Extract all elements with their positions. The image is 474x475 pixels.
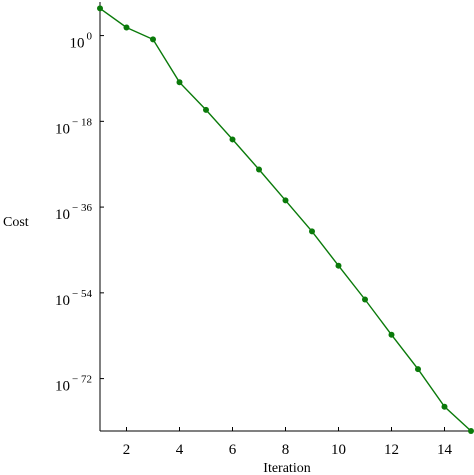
- data-point: [229, 136, 236, 143]
- data-point: [97, 5, 103, 12]
- x-tick-label: 8: [282, 442, 290, 458]
- data-point: [123, 24, 130, 31]
- data-point: [282, 197, 289, 204]
- data-point: [309, 228, 315, 235]
- x-tick-label: 14: [437, 442, 453, 458]
- x-tick-label: 12: [384, 442, 399, 458]
- data-point: [203, 106, 209, 113]
- x-tick-label: 10: [331, 442, 346, 458]
- data-point: [150, 36, 156, 43]
- x-axis-label: Iteration: [263, 461, 310, 475]
- data-point: [362, 296, 368, 303]
- y-tick-label: 10− 54: [55, 288, 92, 309]
- data-point: [441, 403, 448, 410]
- x-tick-label: 4: [176, 442, 184, 458]
- y-ticks: 10 0 10− 18 10− 36 10− 54 10− 72: [55, 31, 104, 395]
- y-axis-label: Cost: [3, 215, 29, 230]
- data-point: [256, 166, 262, 173]
- data-point: [415, 366, 421, 373]
- y-tick-label: 10− 18: [55, 116, 92, 137]
- cost-series-points: [97, 5, 474, 434]
- x-tick-label: 2: [123, 442, 131, 458]
- x-tick-label: 6: [229, 442, 237, 458]
- data-point: [388, 331, 395, 338]
- y-tick-label: 10− 36: [55, 202, 92, 223]
- x-ticks: 2 4 6 8 10 12 14: [123, 427, 453, 458]
- cost-series-line: [99, 7, 472, 432]
- data-point: [176, 79, 183, 86]
- data-point: [335, 262, 342, 269]
- y-tick-label: 10− 72: [55, 374, 92, 395]
- data-point: [468, 428, 474, 434]
- y-tick-label: 10 0: [70, 31, 93, 52]
